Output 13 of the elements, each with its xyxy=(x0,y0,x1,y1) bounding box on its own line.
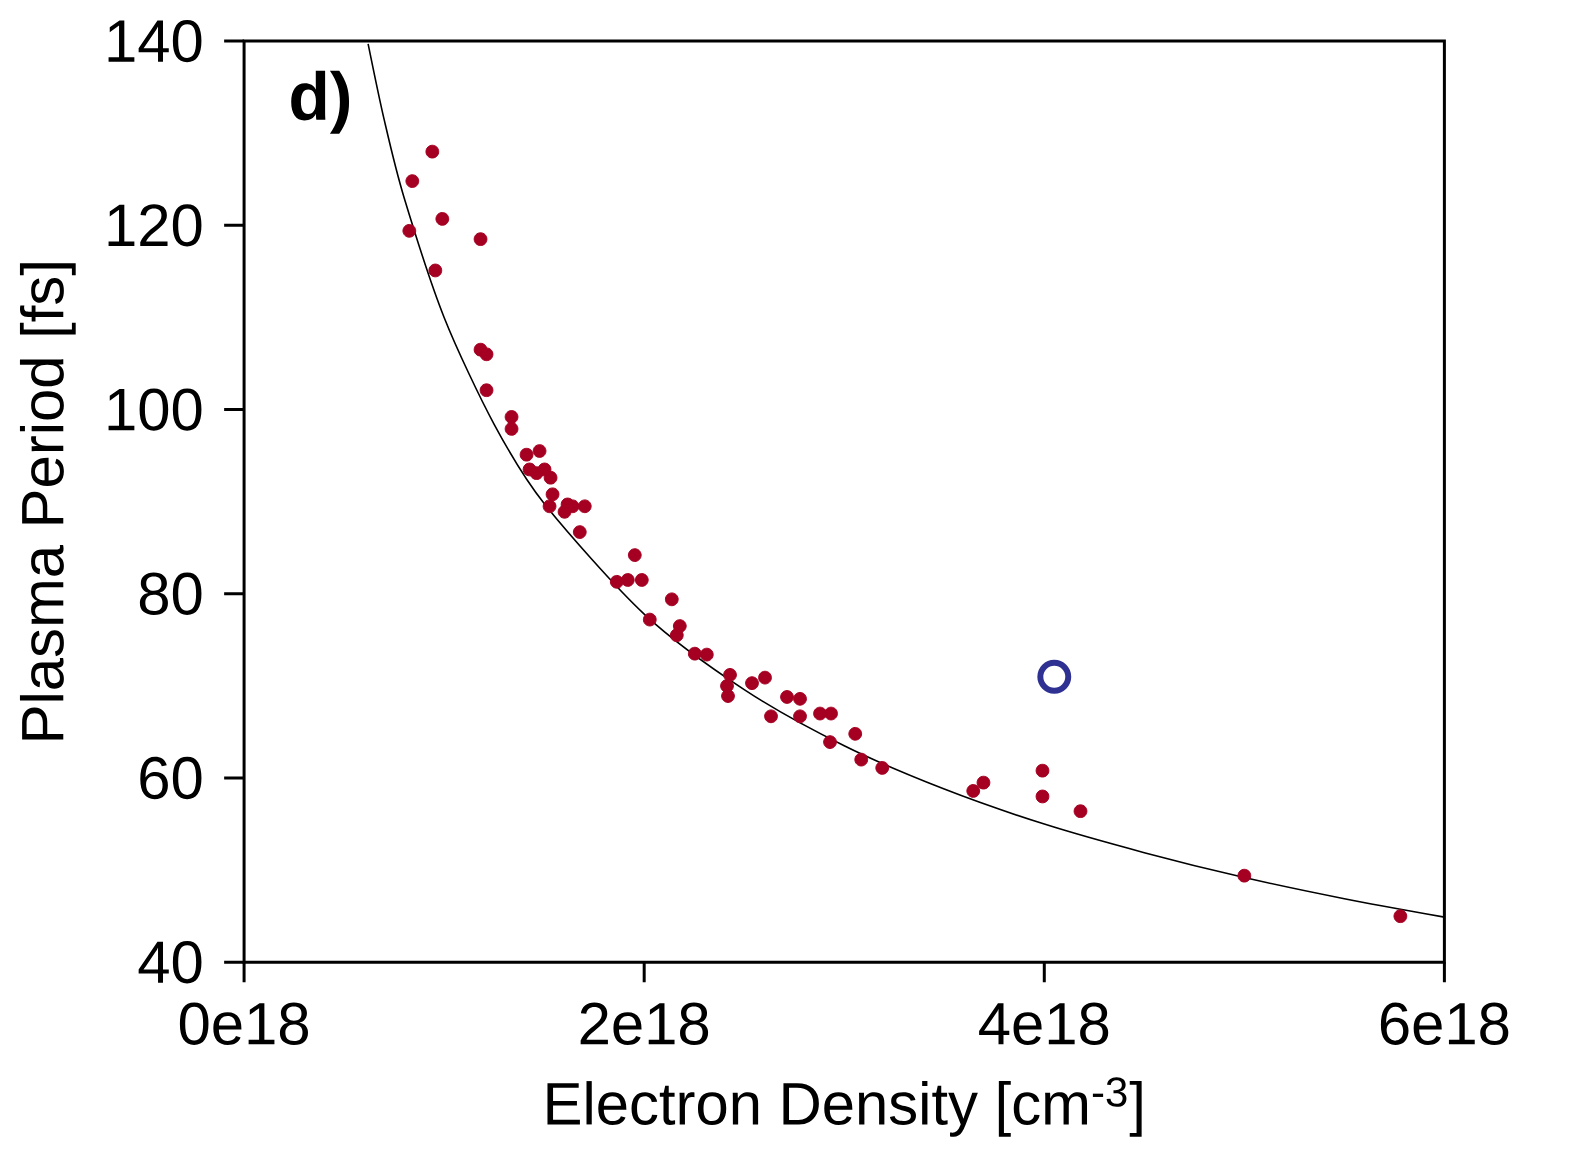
x-tick-label: 4e18 xyxy=(979,1002,1109,1046)
y-tick-label: 60 xyxy=(140,757,202,800)
x-tick-label: 2e18 xyxy=(580,1002,709,1046)
y-tick-label: 140 xyxy=(108,20,202,63)
y-axis-title: Plasma Period [fs] xyxy=(19,263,76,740)
x-tick-label: 0e18 xyxy=(179,1002,308,1046)
y-tick-label: 120 xyxy=(108,204,202,247)
x-axis-title: Electron Density [cm$^{-3}$] xyxy=(547,1077,1142,1138)
annotation: d) xyxy=(291,70,350,134)
y-tick-label: 80 xyxy=(139,572,202,616)
y-tick-label: 40 xyxy=(138,941,202,984)
x-tick-label: 6e18 xyxy=(1380,1002,1509,1046)
y-tick-label: 100 xyxy=(108,388,202,431)
